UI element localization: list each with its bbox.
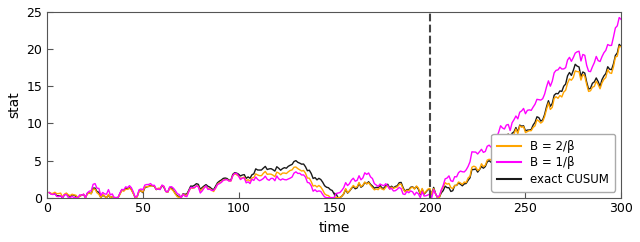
B = 2/β [617, 45, 625, 48]
B = 2/β [47, 192, 55, 195]
Y-axis label: stat: stat [7, 91, 21, 118]
exact CUSUM [566, 71, 573, 74]
Line: B = 1/β: B = 1/β [49, 17, 621, 198]
B = 1/β [59, 196, 67, 199]
exact CUSUM [45, 191, 53, 194]
B = 2/β [566, 77, 573, 80]
B = 1/β [617, 18, 625, 21]
B = 1/β [386, 188, 394, 190]
B = 2/β [386, 188, 394, 191]
B = 1/β [47, 193, 55, 196]
B = 1/β [388, 187, 396, 190]
Line: exact CUSUM: exact CUSUM [49, 44, 621, 198]
exact CUSUM [388, 185, 396, 188]
exact CUSUM [616, 43, 623, 46]
B = 1/β [566, 56, 573, 59]
B = 2/β [529, 126, 537, 129]
exact CUSUM [617, 45, 625, 48]
exact CUSUM [47, 192, 55, 195]
exact CUSUM [386, 186, 394, 189]
B = 1/β [397, 187, 405, 190]
B = 1/β [45, 191, 53, 194]
exact CUSUM [529, 124, 537, 127]
B = 1/β [529, 106, 537, 109]
exact CUSUM [397, 181, 405, 184]
B = 2/β [388, 186, 396, 189]
exact CUSUM [59, 196, 67, 199]
Legend: B = 2/β, B = 1/β, exact CUSUM: B = 2/β, B = 1/β, exact CUSUM [492, 134, 615, 192]
B = 2/β [616, 45, 623, 48]
B = 2/β [45, 191, 53, 194]
X-axis label: time: time [319, 221, 350, 235]
B = 1/β [616, 16, 623, 19]
B = 2/β [74, 196, 82, 199]
B = 2/β [397, 183, 405, 186]
Line: B = 2/β: B = 2/β [49, 46, 621, 198]
